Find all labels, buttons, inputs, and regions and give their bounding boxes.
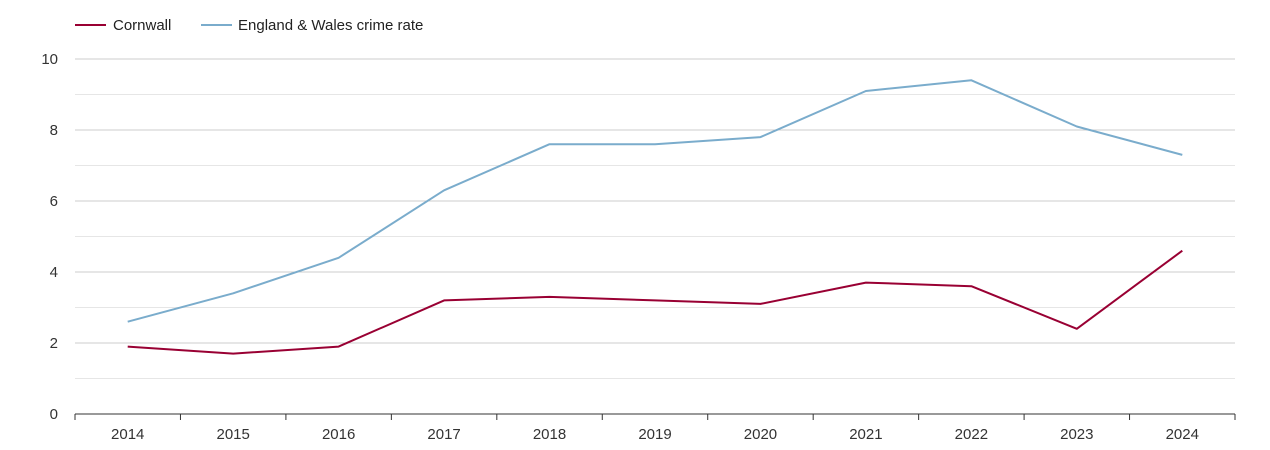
y-tick-label: 8 xyxy=(50,122,58,139)
y-tick-label: 2 xyxy=(50,335,58,352)
y-tick-label: 0 xyxy=(50,406,58,423)
x-tick-label: 2020 xyxy=(744,426,777,443)
chart-gridlines xyxy=(75,58,1235,379)
y-tick-label: 10 xyxy=(41,51,58,68)
x-tick-label: 2024 xyxy=(1166,426,1199,443)
legend-label-cornwall: Cornwall xyxy=(113,17,171,34)
y-tick-label: 4 xyxy=(50,264,58,281)
chart-legend: Cornwall England & Wales crime rate xyxy=(75,17,423,34)
x-tick-label: 2017 xyxy=(427,426,460,443)
x-tick-label: 2016 xyxy=(322,426,355,443)
x-axis: 2014 2015 2016 2017 2018 2019 2020 2021 2022 2023… xyxy=(74,413,1236,443)
y-axis: 0 2 4 6 8 10 xyxy=(41,51,58,423)
x-tick-label: 2018 xyxy=(533,426,566,443)
legend-label-england-wales: England & Wales crime rate xyxy=(238,17,423,34)
x-tick-label: 2014 xyxy=(111,426,144,443)
x-tick-label: 2021 xyxy=(849,426,882,443)
x-tick-label: 2015 xyxy=(216,426,249,443)
y-tick-label: 6 xyxy=(50,193,58,210)
chart-series xyxy=(127,79,1183,355)
x-tick-label: 2019 xyxy=(638,426,671,443)
x-tick-label: 2023 xyxy=(1060,426,1093,443)
series-line-cornwall xyxy=(127,249,1183,355)
x-tick-label: 2022 xyxy=(955,426,988,443)
